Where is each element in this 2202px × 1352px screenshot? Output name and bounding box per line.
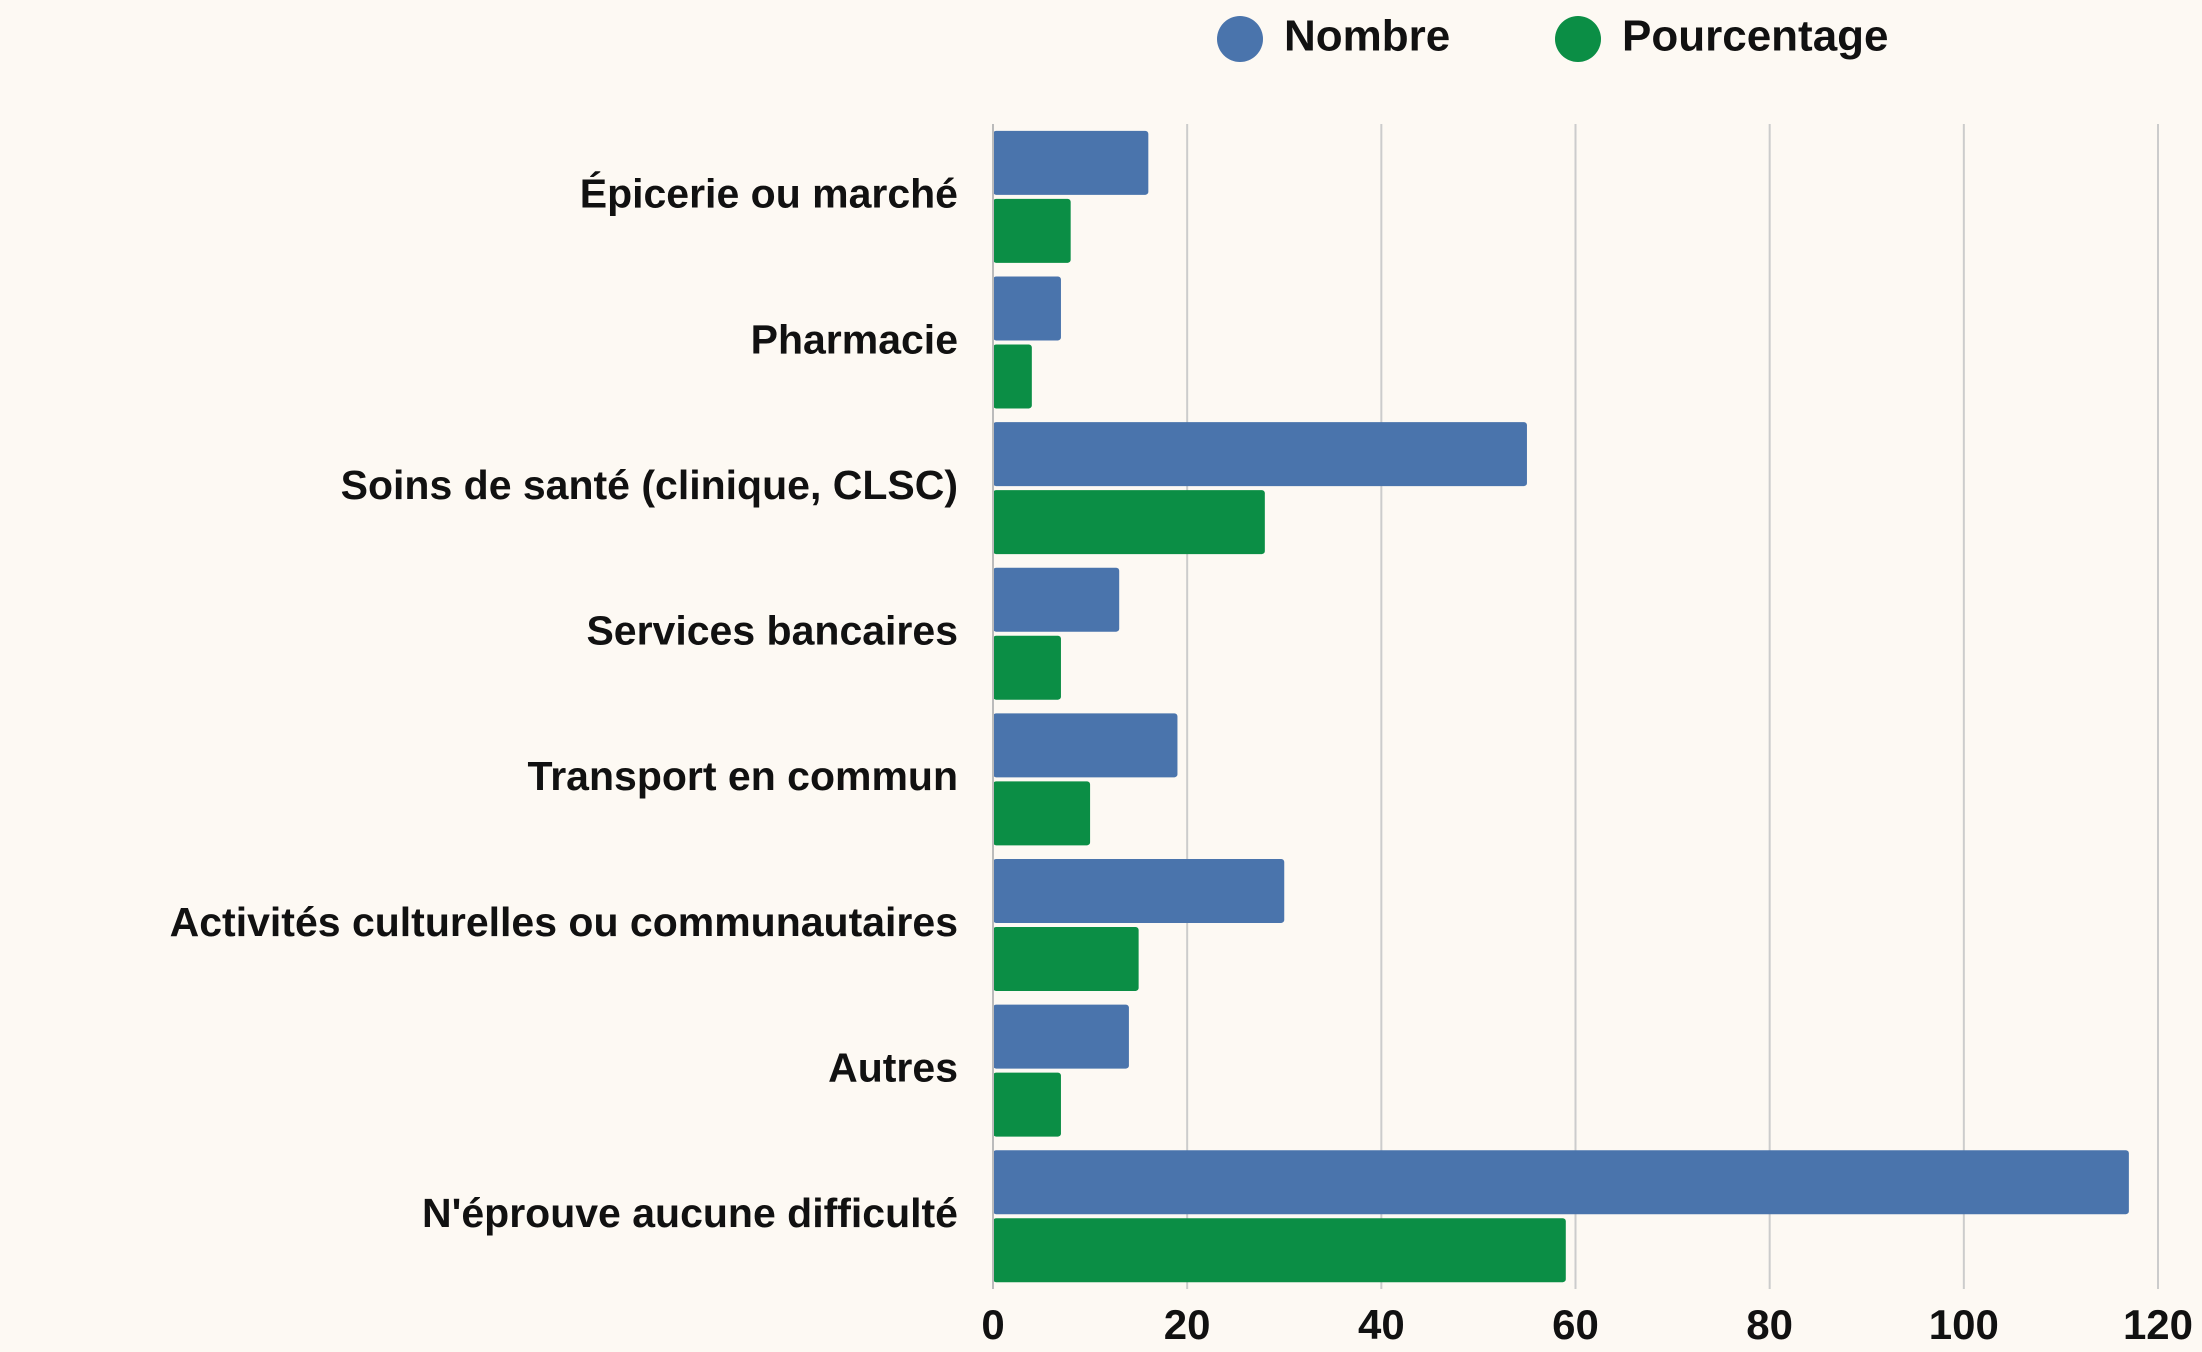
y-tick-label: Autres (828, 1044, 958, 1090)
y-tick-label: Soins de santé (clinique, CLSC) (341, 462, 958, 508)
bar (993, 1218, 1566, 1283)
bar (993, 130, 1149, 195)
x-tick-label: 60 (1552, 1301, 1599, 1348)
x-tick-label: 0 (981, 1301, 1004, 1348)
bar (993, 198, 1071, 263)
x-tick-label: 40 (1358, 1301, 1405, 1348)
bar (993, 422, 1527, 487)
bar (993, 858, 1285, 923)
bar (993, 344, 1032, 409)
x-tick-label: 80 (1746, 1301, 1793, 1348)
legend-label: Nombre (1284, 12, 1450, 61)
y-tick-label: Services bancaires (586, 608, 958, 654)
y-tick-label: Épicerie ou marché (580, 171, 958, 217)
x-tick-label: 20 (1164, 1301, 1211, 1348)
legend-label: Pourcentage (1622, 12, 1889, 61)
bar (993, 1004, 1129, 1069)
legend-swatch (1555, 16, 1601, 62)
x-tick-label: 100 (1929, 1301, 1999, 1348)
bar (993, 713, 1178, 778)
y-tick-label: N'éprouve aucune difficulté (422, 1190, 958, 1236)
x-tick-label: 120 (2123, 1301, 2193, 1348)
bar (993, 781, 1091, 846)
bar (993, 276, 1061, 341)
bar (993, 926, 1139, 991)
bar (993, 490, 1265, 555)
bar (993, 1072, 1061, 1137)
y-tick-label: Transport en commun (527, 753, 958, 799)
bar (993, 635, 1061, 700)
y-tick-label: Activités culturelles ou communautaires (170, 899, 958, 945)
y-tick-label: Pharmacie (751, 316, 958, 362)
bar (993, 1150, 2129, 1215)
bar (993, 567, 1120, 632)
legend-swatch (1217, 16, 1263, 62)
